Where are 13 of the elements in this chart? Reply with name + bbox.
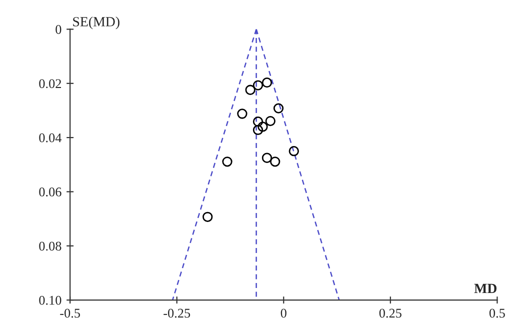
y-tick-label: 0.02	[39, 79, 62, 88]
y-axis-title: SE(MD)	[73, 16, 120, 30]
x-tick-label: 0	[280, 308, 286, 318]
x-tick-label: -0.25	[164, 308, 190, 318]
x-tick-label: -0.5	[60, 308, 80, 318]
y-tick-label: 0.08	[39, 242, 62, 251]
y-tick-label: 0	[56, 25, 62, 34]
x-axis-title: MD	[474, 284, 497, 294]
y-tick-label: 0.06	[39, 188, 62, 196]
y-tick-label: 0.04	[39, 133, 62, 142]
x-tick-label: 0.5	[489, 308, 505, 318]
x-tick-label: 0.25	[379, 308, 402, 318]
y-tick-label: 0.10	[39, 296, 62, 305]
